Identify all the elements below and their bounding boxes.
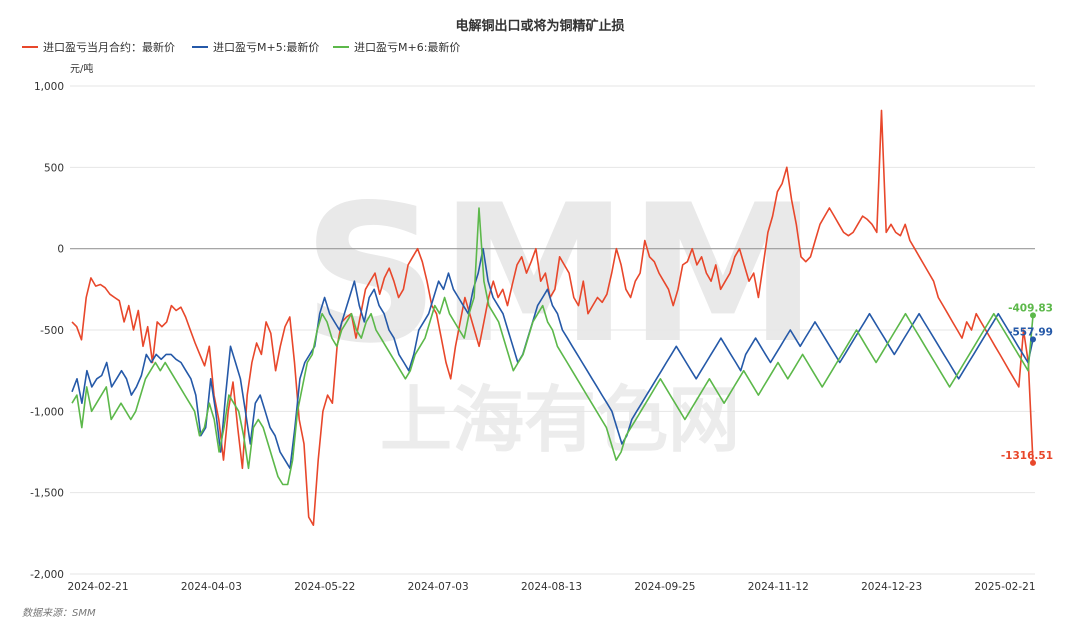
series-end-point [1030, 336, 1036, 343]
series-end-label: -557.99 [1008, 326, 1053, 338]
series-end-point [1030, 312, 1036, 319]
y-tick-label: 0 [57, 244, 64, 256]
series-line [71, 207, 1034, 486]
y-tick-label: -500 [40, 325, 64, 337]
legend-label: 进口盈亏当月合约：最新价 [43, 40, 175, 54]
svg-text:SMM: SMM [303, 164, 818, 385]
series-lines [71, 109, 1034, 527]
x-tick-label: 2024-02-21 [67, 581, 128, 593]
x-axis-ticks: 2024-02-21 2024-04-03 2024-05-22 2024-07-03… [67, 581, 1035, 593]
series-line [71, 247, 1034, 470]
chart-title: 电解铜出口或将为铜精矿止损 [455, 18, 624, 34]
legend-label: 进口盈亏M+6:最新价 [354, 40, 460, 54]
end-labels: -1316.51 -557.99 -409.83 [1001, 302, 1053, 466]
legend-item[interactable]: 进口盈亏当月合约：最新价 [22, 40, 175, 54]
y-axis-unit-label: 元/吨 [70, 62, 93, 75]
y-tick-label: -2,000 [30, 569, 64, 581]
series-end-label: -1316.51 [1001, 450, 1053, 462]
series-line [71, 109, 1034, 527]
series-end-label: -409.83 [1008, 302, 1053, 314]
svg-text:上海有色网: 上海有色网 [380, 378, 740, 462]
y-tick-label: 1,000 [34, 81, 64, 93]
x-tick-label: 2024-07-03 [408, 581, 469, 593]
legend[interactable]: 进口盈亏当月合约：最新价 进口盈亏M+5:最新价 进口盈亏M+6:最新价 [22, 40, 460, 54]
x-tick-label: 2025-02-21 [974, 581, 1035, 593]
y-tick-label: -1,000 [30, 406, 64, 418]
x-tick-label: 2024-09-25 [634, 581, 695, 593]
watermark: SMM 上海有色网 [303, 164, 818, 462]
series-end-point [1030, 459, 1036, 466]
x-tick-label: 2024-11-12 [748, 581, 809, 593]
grid [70, 85, 1035, 575]
x-tick-label: 2024-04-03 [181, 581, 242, 593]
legend-item[interactable]: 进口盈亏M+5:最新价 [192, 40, 319, 54]
legend-label: 进口盈亏M+5:最新价 [213, 40, 319, 54]
y-tick-label: -1,500 [30, 488, 64, 500]
data-source-note: 数据来源：SMM [22, 607, 96, 619]
y-axis-ticks: 1,000 500 0 -500 -1,000 -1,500 -2,000 [30, 81, 64, 581]
x-tick-label: 2024-12-23 [861, 581, 922, 593]
x-tick-label: 2024-05-22 [294, 581, 355, 593]
legend-item[interactable]: 进口盈亏M+6:最新价 [333, 40, 460, 54]
x-tick-label: 2024-08-13 [521, 581, 582, 593]
y-tick-label: 500 [44, 162, 64, 174]
